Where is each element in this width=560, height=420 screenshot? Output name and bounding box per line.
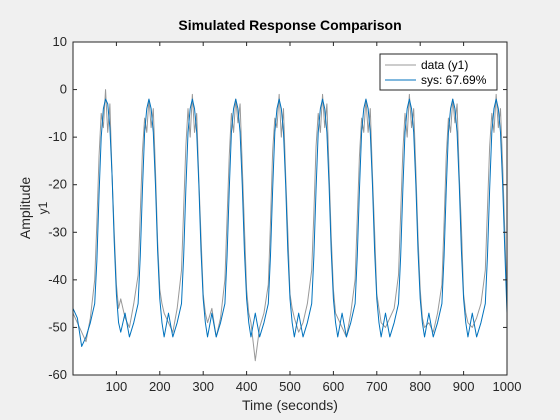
y-tick-label: 0 <box>60 82 67 97</box>
series-line-data <box>72 89 508 362</box>
legend-label-data: data (y1) <box>421 58 468 72</box>
y-tick-label: -20 <box>48 177 67 192</box>
x-tick-label: 1000 <box>493 379 522 394</box>
x-tick-label: 900 <box>453 379 475 394</box>
chart-title: Simulated Response Comparison <box>178 17 401 33</box>
legend-box <box>379 53 498 91</box>
x-tick-label: 700 <box>366 379 388 394</box>
legend-label-sys: sys: 67.69% <box>421 73 487 87</box>
y-tick-label: -40 <box>48 272 67 287</box>
x-tick-label: 600 <box>323 379 345 394</box>
ticks-layer: 100 200 300 400 500 600 700 800 900 1000-60-50-40… <box>48 34 521 394</box>
x-tick-label: 300 <box>192 379 214 394</box>
y-axis-label: Amplitude <box>17 177 33 239</box>
y-tick-label: -30 <box>48 224 67 239</box>
legend: data (y1) sys: 67.69% <box>379 53 498 91</box>
x-tick-label: 500 <box>279 379 301 394</box>
plot-background <box>73 42 507 375</box>
x-tick-label: 100 <box>106 379 128 394</box>
x-tick-label: 200 <box>149 379 171 394</box>
y-tick-label: -50 <box>48 319 67 334</box>
y-tick-label: 10 <box>53 34 67 49</box>
y-axis-sublabel: y1 <box>36 201 50 214</box>
x-tick-label: 800 <box>409 379 431 394</box>
x-axis-label: Time (seconds) <box>242 397 338 413</box>
series-line-sys <box>72 98 508 347</box>
series-layer <box>72 89 508 362</box>
y-tick-label: -10 <box>48 129 67 144</box>
y-tick-label: -60 <box>48 367 67 382</box>
x-tick-label: 400 <box>236 379 258 394</box>
